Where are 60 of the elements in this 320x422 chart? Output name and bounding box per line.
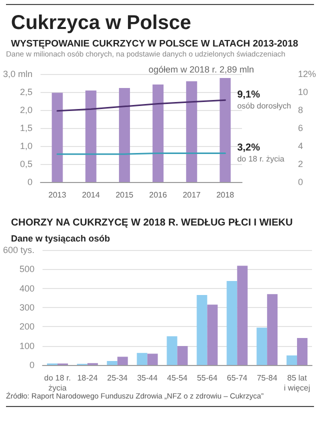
bar [166,336,178,365]
x-tick-label: 75-84 [256,374,278,382]
annotation: 9,1% [237,90,260,101]
x-tick-label: 25-34 [107,374,128,382]
x-tick-label: 2018 [216,190,235,200]
x-tick-label: 2013 [48,190,67,200]
y-tick-label: 500 [19,264,35,274]
text: ogółem w 2018 r. 2,89 mln [148,64,254,74]
x-tick-label: do 18 r. życia [44,374,71,392]
y2-tick-label: 10 [298,87,308,97]
y-tick-label: 0 [28,177,33,187]
bar [226,281,238,365]
y-tick-label: 0 [30,360,35,370]
bar [196,295,208,365]
y2-tick-label: 12% [298,69,316,79]
y-tick-label: 200 [19,322,35,332]
annotation: do 18 r. życia [237,154,285,164]
x-tick-label: 85 lat i więcej [284,374,310,392]
x-tick-label: 18-24 [77,374,98,382]
bar [267,294,278,365]
bar [177,346,188,365]
y2-tick-label: 0 [298,177,304,187]
y2-tick-label: 6 [298,123,304,133]
bar [207,304,218,365]
bar [147,354,158,365]
bar [286,355,298,365]
y2-tick-label: 2 [298,159,304,169]
annotation: osób dorosłych [237,102,292,111]
bar [117,356,128,365]
line-series [56,99,226,112]
y-tick-label: 300 [19,302,35,312]
y-tick-label: 600 tys. [2,245,35,255]
y-tick-label: 3,0 mln [3,69,33,79]
chart-title: Cukrzyca w Polsce [11,12,192,34]
y-tick-label: 100 [19,340,35,351]
bar [237,266,248,365]
y2-tick-label: 8 [298,105,304,115]
y-tick-label: 0,5 [20,159,33,169]
bar [136,352,148,365]
x-tick-label: 45-54 [167,374,188,382]
x-tick-label: 55-64 [196,374,218,382]
x-tick-label: 2016 [149,190,168,200]
y2-tick-label: 4 [298,141,304,151]
annotation: 3,2% [237,142,260,154]
bar [256,328,268,365]
x-tick-label: 2015 [116,190,134,200]
x-tick-label: 65-74 [226,374,248,382]
y-tick-label: 1,0 [20,141,33,151]
y-tick-label: 2,5 [20,87,33,97]
x-tick-label: 2017 [182,190,202,200]
bar [106,360,118,365]
y-tick-label: 1,5 [20,123,33,133]
y-tick-label: 400 [19,283,35,294]
chart-subtitle: Dane w tysiącach osób [11,234,111,244]
x-tick-label: 2014 [82,190,100,200]
bar [297,338,308,365]
x-tick-label: 35-44 [137,374,158,382]
chart-subtitle: WYSTĘPOWANIE CUKRZYCY W POLSCE W LATACH 2013-2018 [11,38,298,50]
chart-title: CHORZY NA CUKRZYCĘ W 2018 R. WEDŁUG PŁCI I WIEKU [11,218,293,228]
y-tick-label: 2,0 [20,105,33,115]
